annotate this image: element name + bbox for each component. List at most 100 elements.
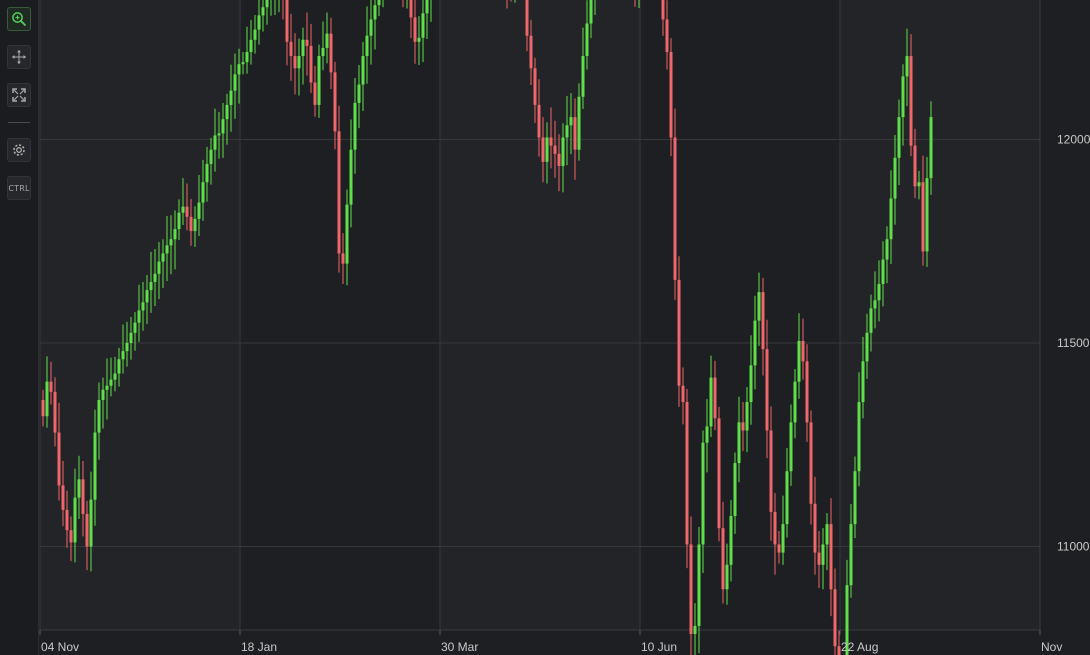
candle-body <box>585 23 589 57</box>
candle-body <box>697 544 701 626</box>
x-tick-label: Nov <box>1041 640 1062 654</box>
candle-body <box>341 253 345 264</box>
candle-body <box>149 281 153 291</box>
background-band <box>440 0 640 630</box>
candle-body <box>725 564 729 590</box>
candle-body <box>221 119 225 134</box>
candle-body <box>121 351 125 360</box>
candle-body <box>361 56 365 85</box>
candle-body <box>713 377 717 419</box>
zoom-tool-button[interactable] <box>7 7 31 31</box>
candle-body <box>417 37 421 42</box>
candle-body <box>873 300 877 309</box>
candle-body <box>73 497 77 543</box>
candle-body <box>165 245 169 254</box>
candle-body <box>205 163 209 183</box>
candle-body <box>681 385 685 403</box>
candle-body <box>685 402 689 545</box>
y-tick-label: 11000 <box>1057 540 1090 554</box>
candle-body <box>317 56 321 105</box>
candle-body <box>65 509 69 531</box>
candle-body <box>249 39 253 52</box>
candle-body <box>57 432 61 486</box>
candle-body <box>781 524 785 553</box>
candle-body <box>309 45 313 83</box>
candle-body <box>329 33 333 73</box>
candle-body <box>877 283 881 301</box>
candle-body <box>853 471 857 525</box>
candle-body <box>929 117 933 179</box>
fit-tool-button[interactable] <box>7 83 31 107</box>
candle-body <box>793 381 797 423</box>
ctrl-button[interactable]: CTRL <box>7 176 31 200</box>
candle-body <box>297 56 301 69</box>
candle-body <box>917 182 921 187</box>
candle-body <box>233 74 237 91</box>
candle-body <box>157 261 161 274</box>
candle-body <box>89 499 93 547</box>
candle-body <box>721 528 725 590</box>
candle-body <box>45 381 49 417</box>
candle-body <box>129 332 133 343</box>
candle-body <box>169 239 173 246</box>
candle-body <box>137 310 141 323</box>
candle-body <box>773 511 777 545</box>
candle-body <box>49 381 53 392</box>
candle-body <box>41 399 45 417</box>
candle-body <box>921 182 925 252</box>
chart-toolbar: CTRL <box>0 0 39 655</box>
background-bands <box>40 0 1040 630</box>
candle-body <box>145 290 149 303</box>
candle-body <box>313 82 317 105</box>
candle-body <box>525 0 529 36</box>
candle-body <box>797 340 801 382</box>
candle-body <box>141 302 145 311</box>
candle-body <box>909 56 913 146</box>
candle-body <box>377 0 381 6</box>
candle-body <box>881 259 885 284</box>
candles <box>41 0 933 655</box>
candle-body <box>705 426 709 443</box>
candle-body <box>217 133 221 136</box>
candle-body <box>285 0 289 42</box>
settings-button[interactable] <box>7 138 31 162</box>
candle-body <box>669 51 673 138</box>
candle-body <box>409 0 413 18</box>
candle-body <box>821 544 825 565</box>
candle-body <box>829 524 833 590</box>
x-tick-label: 18 Jan <box>241 640 277 654</box>
candle-body <box>673 137 677 280</box>
candle-body <box>809 422 813 504</box>
x-tick-label: 10 Jun <box>641 640 677 654</box>
candle-body <box>365 35 369 57</box>
y-tick-label: 12000 <box>1057 133 1090 147</box>
pan-icon <box>12 50 26 64</box>
candle-body <box>369 19 373 36</box>
candle-body <box>209 149 213 164</box>
candle-body <box>161 253 165 262</box>
candle-body <box>425 0 429 14</box>
candle-body <box>101 389 105 400</box>
candle-body <box>189 216 193 232</box>
candle-body <box>201 182 205 203</box>
candle-body <box>569 117 573 126</box>
gridlines <box>39 0 1041 631</box>
candle-body <box>117 359 121 374</box>
candle-body <box>765 349 769 431</box>
candle-body <box>69 530 73 543</box>
candle-body <box>177 212 181 230</box>
candle-body <box>665 19 669 52</box>
candle-body <box>197 202 201 219</box>
pan-tool-button[interactable] <box>7 45 31 69</box>
y-tick-label: 11500 <box>1057 336 1090 350</box>
candle-body <box>865 332 869 362</box>
candle-body <box>81 479 85 514</box>
candle-body <box>845 585 849 655</box>
toolbar-divider <box>8 122 30 123</box>
candle-body <box>889 198 893 240</box>
candle-body <box>421 13 425 38</box>
ctrl-label: CTRL <box>8 183 30 193</box>
candle-body <box>825 524 829 545</box>
candle-body <box>93 432 97 500</box>
